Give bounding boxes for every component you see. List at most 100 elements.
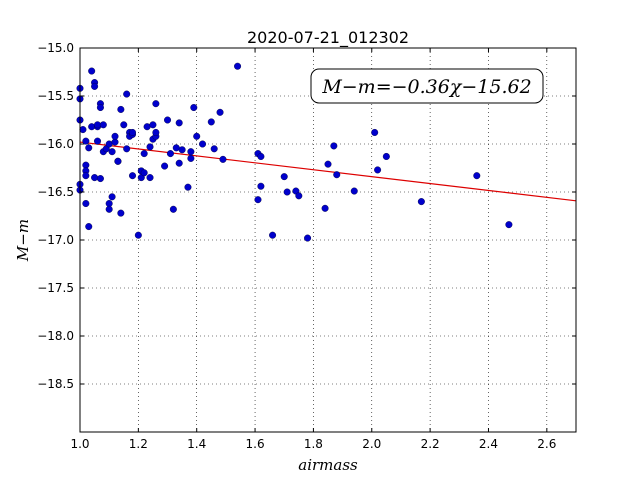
- data-point: [374, 166, 382, 174]
- y-tick-label: −15.0: [37, 41, 74, 55]
- data-point: [123, 90, 131, 98]
- axis-ticks: 1.0 1.2 1.4 1.6 1.8 2.0 2.2 2.4 2.6 −15.0 −15.5 −16…: [37, 41, 576, 451]
- data-point: [94, 121, 102, 129]
- data-point: [149, 121, 157, 129]
- data-point: [152, 128, 160, 136]
- data-point: [169, 205, 177, 213]
- data-point: [134, 231, 142, 239]
- data-point: [207, 118, 215, 126]
- data-point: [88, 67, 96, 75]
- data-point: [117, 105, 125, 113]
- data-point: [254, 196, 262, 204]
- data-point: [143, 123, 151, 131]
- y-axis-label: M−m: [14, 219, 32, 262]
- fit-line-group: [79, 141, 577, 202]
- data-point: [96, 104, 104, 112]
- data-point: [105, 205, 113, 213]
- data-point: [82, 172, 90, 180]
- x-tick-label: 2.0: [362, 437, 381, 451]
- data-point: [187, 154, 195, 162]
- data-point: [505, 221, 513, 229]
- data-point: [79, 126, 87, 134]
- data-point: [257, 152, 265, 160]
- annotation-box: [310, 68, 544, 104]
- data-point: [123, 145, 131, 153]
- y-tick-label: −15.5: [37, 89, 74, 103]
- data-point: [219, 155, 227, 163]
- data-point: [304, 234, 312, 242]
- x-tick-label: 1.2: [129, 437, 148, 451]
- data-point: [82, 200, 90, 208]
- fit-equation-box: M−m=−0.36χ−15.62: [310, 68, 544, 104]
- data-point: [350, 187, 358, 195]
- data-point: [175, 119, 183, 127]
- data-point: [175, 159, 183, 167]
- data-point: [85, 223, 93, 231]
- y-tick-label: −17.0: [37, 233, 74, 247]
- data-point: [108, 148, 116, 156]
- data-point: [295, 192, 303, 200]
- data-point: [216, 108, 224, 116]
- data-point: [283, 188, 291, 196]
- y-tick-label: −18.5: [37, 377, 74, 391]
- data-point: [172, 144, 180, 152]
- data-point: [324, 160, 332, 168]
- x-tick-label: 1.0: [70, 437, 89, 451]
- data-point: [146, 143, 154, 151]
- data-point: [94, 137, 102, 145]
- data-point: [117, 209, 125, 217]
- data-point: [91, 82, 99, 90]
- data-point: [187, 148, 195, 156]
- data-point: [166, 150, 174, 158]
- data-point: [108, 193, 116, 201]
- data-point: [417, 198, 425, 206]
- data-point: [193, 132, 201, 140]
- x-tick-label: 1.4: [187, 437, 206, 451]
- fit-line: [79, 141, 577, 202]
- data-point: [140, 150, 148, 158]
- y-tick-label: −16.0: [37, 137, 74, 151]
- data-point: [269, 231, 277, 239]
- data-point: [184, 183, 192, 191]
- data-point: [105, 140, 113, 148]
- data-point: [190, 104, 198, 112]
- data-point: [321, 204, 329, 212]
- data-point: [85, 144, 93, 152]
- y-tick-label: −16.5: [37, 185, 74, 199]
- data-point: [140, 169, 148, 177]
- x-tick-label: 2.2: [421, 437, 440, 451]
- x-axis-label: airmass: [298, 456, 358, 474]
- data-point: [210, 145, 218, 153]
- data-point: [111, 132, 119, 140]
- data-point: [99, 121, 107, 129]
- x-tick-label: 2.6: [537, 437, 556, 451]
- x-tick-label: 1.6: [246, 437, 265, 451]
- data-points: [76, 62, 513, 242]
- data-point: [129, 172, 137, 180]
- data-point: [161, 162, 169, 170]
- data-point: [152, 100, 160, 108]
- data-point: [178, 146, 186, 154]
- data-point: [114, 157, 122, 165]
- data-point: [88, 123, 96, 131]
- data-point: [146, 174, 154, 182]
- x-tick-label: 2.4: [479, 437, 498, 451]
- data-point: [164, 116, 172, 124]
- data-point: [234, 62, 242, 70]
- data-point: [257, 182, 265, 190]
- data-point: [330, 142, 338, 150]
- x-tick-label: 1.8: [304, 437, 323, 451]
- y-tick-label: −18.0: [37, 329, 74, 343]
- fit-equation-text: M−m=−0.36χ−15.62: [321, 76, 531, 98]
- data-point: [96, 175, 104, 183]
- y-tick-label: −17.5: [37, 281, 74, 295]
- data-point: [382, 152, 390, 160]
- data-point: [120, 121, 128, 129]
- data-point: [129, 128, 137, 136]
- data-point: [473, 172, 481, 180]
- data-point: [280, 173, 288, 181]
- data-point: [91, 174, 99, 182]
- data-point: [371, 128, 379, 136]
- data-point: [199, 140, 207, 148]
- data-point: [82, 137, 90, 145]
